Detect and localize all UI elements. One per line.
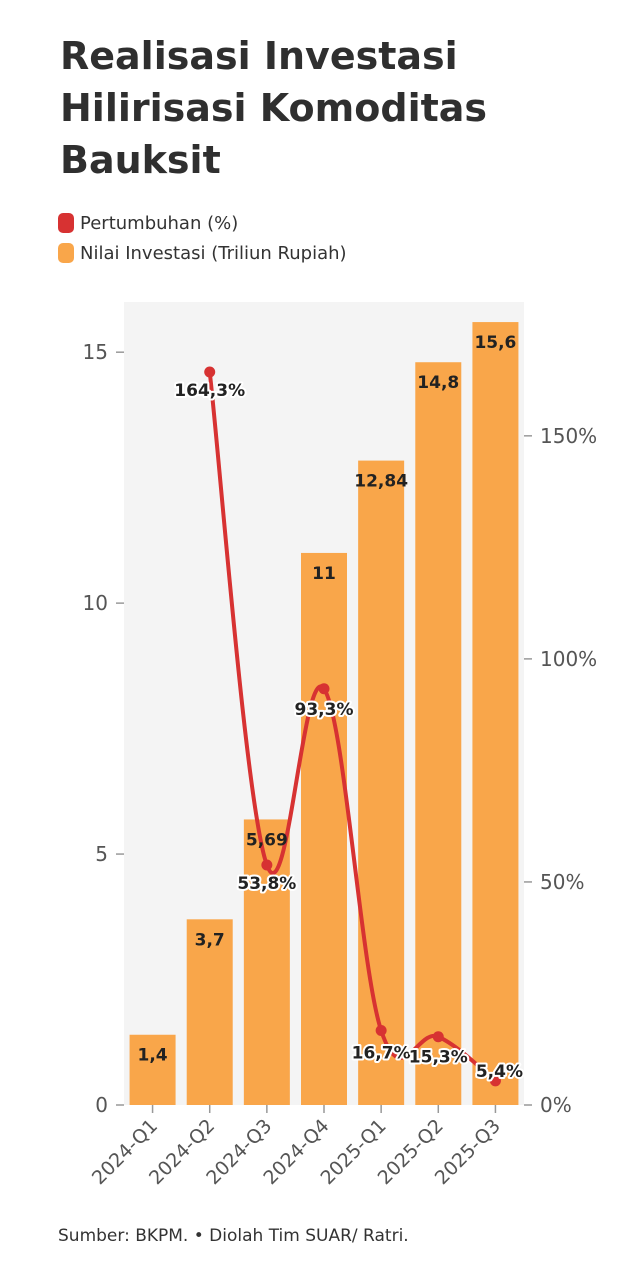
growth-point-2024-Q4	[318, 683, 330, 695]
bar-label-2024-Q3: 5,69	[246, 830, 288, 850]
data-labels: 1,4 3,7 5,69 11 12,84 14,8 15,6 164,3% 53,8% 93,3…	[138, 333, 525, 1084]
legend-label-growth: Pertumbuhan (%)	[80, 212, 239, 234]
legend-swatch-growth	[58, 213, 74, 233]
left-tick-label-10: 10	[83, 591, 108, 615]
left-tick-label-15: 15	[83, 340, 108, 364]
chart-legend: Pertumbuhan (%) Nilai Investasi (Triliun…	[58, 208, 347, 268]
bar-label-2025-Q2: 14,8	[417, 373, 459, 393]
legend-item-investment: Nilai Investasi (Triliun Rupiah)	[58, 238, 347, 268]
growth-label-2024-Q4: 93,3%	[295, 700, 354, 720]
growth-label-2025-Q1: 16,7%	[352, 1043, 411, 1063]
chart-title: Realisasi Investasi Hilirisasi Komoditas…	[60, 34, 488, 182]
growth-point-2024-Q2	[204, 366, 216, 378]
bar-2024-Q1	[129, 1034, 176, 1105]
growth-label-2025-Q2: 15,3%	[409, 1048, 468, 1068]
source-note: Sumber: BKPM. • Diolah Tim SUAR/ Ratri.	[58, 1226, 409, 1246]
bar-2024-Q2	[186, 919, 233, 1105]
legend-item-growth: Pertumbuhan (%)	[58, 208, 347, 238]
growth-label-2024-Q2: 164,3%	[174, 381, 245, 401]
legend-swatch-investment	[58, 243, 74, 263]
growth-point-2024-Q3	[261, 859, 273, 871]
left-tick-label-5: 5	[95, 842, 108, 866]
growth-point-2025-Q1	[375, 1024, 387, 1036]
bar-label-2024-Q4: 11	[312, 564, 336, 584]
right-tick-label-0: 0%	[540, 1093, 572, 1117]
bar-2025-Q3	[472, 322, 519, 1105]
right-tick-label-1: 50%	[540, 870, 584, 894]
line-series	[204, 366, 501, 1087]
legend-label-investment: Nilai Investasi (Triliun Rupiah)	[80, 242, 347, 264]
combo-chart: 0510150%50%100%150%2024-Q12024-Q22024-Q3…	[83, 302, 597, 1189]
bar-label-2025-Q3: 15,6	[474, 333, 516, 353]
bar-2025-Q1	[358, 460, 405, 1105]
growth-label-2024-Q3: 53,8%	[237, 874, 296, 894]
bar-label-2025-Q1: 12,84	[354, 472, 408, 492]
bar-label-2024-Q2: 3,7	[195, 930, 225, 950]
bar-series	[129, 322, 519, 1106]
left-tick-label-0: 0	[95, 1093, 108, 1117]
growth-point-2025-Q2	[432, 1031, 444, 1043]
right-tick-label-2: 100%	[540, 647, 597, 671]
growth-label-2025-Q3: 5,4%	[476, 1062, 523, 1082]
bar-2025-Q2	[415, 362, 462, 1106]
bar-label-2024-Q1: 1,4	[138, 1046, 168, 1066]
bar-2024-Q4	[301, 552, 347, 1105]
right-tick-label-3: 150%	[540, 424, 597, 448]
growth-point-2025-Q3	[489, 1075, 501, 1087]
